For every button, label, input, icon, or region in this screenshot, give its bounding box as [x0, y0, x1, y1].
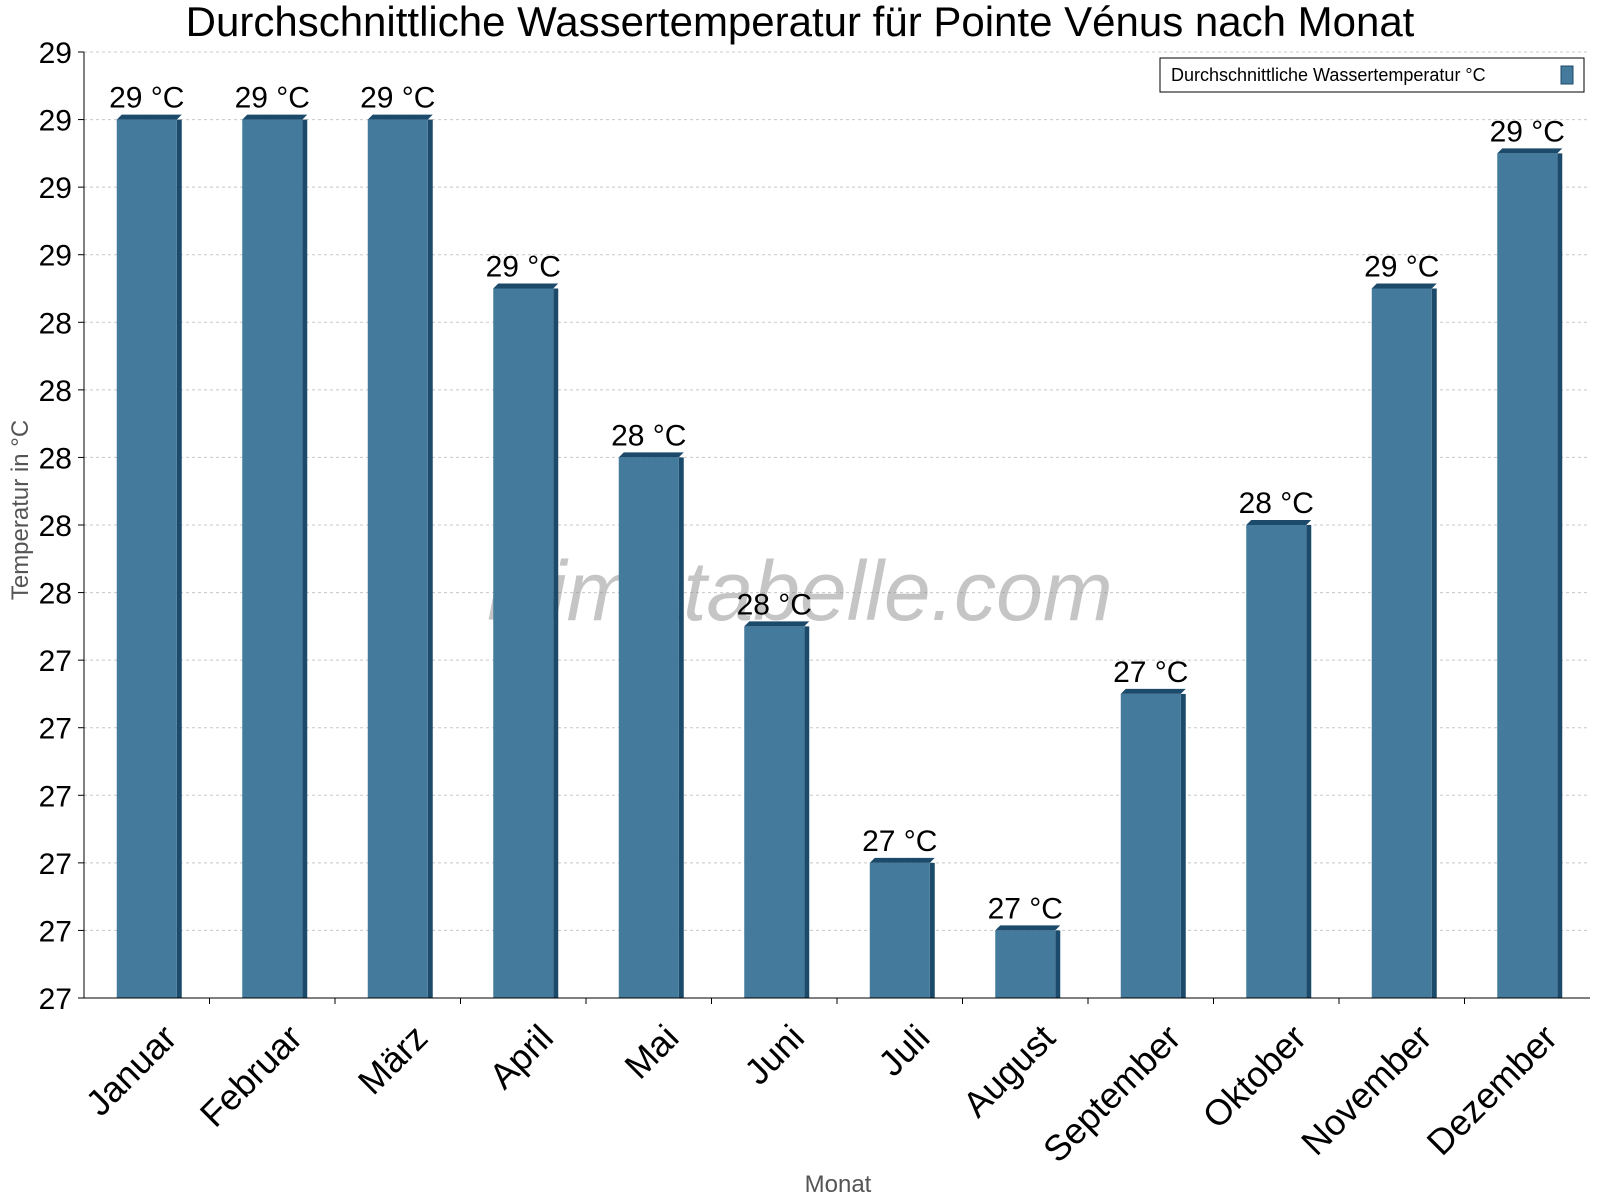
- bar-side: [553, 288, 559, 998]
- y-tick-label: 28: [39, 578, 72, 611]
- y-axis-ticks: 27 27 27 27 27 27 28 28 28 28 28 29 29 29 29: [39, 37, 84, 1016]
- y-tick-label: 27: [39, 713, 72, 746]
- x-tick-label: Dezember: [1418, 1017, 1564, 1163]
- x-tick-label: September: [1035, 1017, 1189, 1171]
- bar-data-label: 29 °C: [486, 251, 561, 284]
- bar: [493, 288, 554, 998]
- x-axis-ticks: Januar Februar März April Mai Juni Juli AugustS…: [78, 998, 1565, 1170]
- y-tick-label: 29: [39, 105, 72, 138]
- bar-data-label: 28 °C: [1239, 487, 1314, 520]
- bar-data-label: 29 °C: [1490, 115, 1565, 148]
- bar-top: [116, 114, 182, 120]
- bar: [1120, 693, 1181, 998]
- bar-side: [427, 119, 433, 999]
- bar-top: [869, 857, 935, 863]
- bar: [1371, 288, 1432, 998]
- y-tick-label: 29: [39, 37, 72, 70]
- y-tick-label: 28: [39, 307, 72, 340]
- bar-data-label: 29 °C: [360, 82, 435, 115]
- y-tick-label: 27: [39, 780, 72, 813]
- x-tick-label: Juli: [870, 1017, 937, 1084]
- bar-data-label: 27 °C: [988, 892, 1063, 925]
- x-tick-label: November: [1293, 1017, 1439, 1163]
- bar-data-label: 29 °C: [235, 82, 310, 115]
- y-tick-label: 29: [39, 240, 72, 273]
- legend-box: [1159, 57, 1585, 93]
- bar-side: [1180, 693, 1186, 998]
- bar: [1246, 525, 1307, 998]
- x-tick-label: Oktober: [1194, 1017, 1314, 1137]
- bar-side: [1055, 930, 1061, 998]
- y-axis-label: Temperatur in °C: [7, 420, 34, 600]
- x-tick-label: Mai: [616, 1017, 686, 1087]
- bar: [995, 930, 1056, 998]
- bar-data-label: 27 °C: [1113, 656, 1188, 689]
- bars: 29 °C 29 °C 29 °C 29 °C 28 °C 28 °C 27 °C 27 °C…: [109, 82, 1565, 999]
- x-tick-label: Januar: [78, 1017, 185, 1124]
- bar-side: [1431, 288, 1437, 998]
- bar-side: [302, 119, 308, 999]
- y-tick-label: 28: [39, 510, 72, 543]
- bar: [618, 457, 679, 998]
- bar-data-label: 29 °C: [109, 82, 184, 115]
- bar-side: [804, 626, 810, 998]
- x-tick-label: März: [350, 1017, 436, 1103]
- bar: [869, 862, 930, 998]
- y-tick-label: 29: [39, 172, 72, 205]
- bar-top: [618, 452, 684, 458]
- bar-side: [929, 862, 935, 998]
- legend: Durchschnittliche Wassertemperatur °C: [1159, 57, 1585, 93]
- bar: [744, 626, 805, 998]
- x-axis-label: Monat: [805, 1171, 872, 1198]
- legend-swatch: [1560, 65, 1574, 85]
- bar-top: [995, 925, 1061, 931]
- bar-top: [1371, 283, 1437, 289]
- bar-top: [367, 114, 433, 120]
- bar-top: [1120, 688, 1186, 694]
- y-tick-label: 27: [39, 645, 72, 678]
- bar-top: [1246, 520, 1312, 525]
- bar-side: [1306, 525, 1312, 998]
- bar: [367, 119, 428, 999]
- legend-label: Durchschnittliche Wassertemperatur °C: [1171, 65, 1486, 85]
- bar: [242, 119, 303, 999]
- x-tick-label: April: [481, 1017, 561, 1097]
- x-tick-label: August: [955, 1017, 1063, 1125]
- bar-top: [242, 114, 308, 120]
- bar-data-label: 28 °C: [737, 588, 812, 621]
- bar-data-label: 27 °C: [862, 825, 937, 858]
- grid-lines: [84, 51, 1590, 931]
- y-tick-label: 28: [39, 442, 72, 475]
- bar-side: [1557, 153, 1563, 998]
- y-tick-label: 27: [39, 848, 72, 881]
- y-tick-label: 27: [39, 915, 72, 948]
- bar-side: [176, 119, 182, 999]
- bar-top: [744, 621, 810, 627]
- bar-top: [1497, 148, 1563, 154]
- y-tick-label: 28: [39, 375, 72, 408]
- x-tick-label: Februar: [192, 1017, 310, 1135]
- bar: [1497, 153, 1558, 998]
- x-tick-label: Juni: [736, 1017, 812, 1093]
- bar-side: [678, 457, 684, 998]
- bar: [116, 119, 177, 999]
- chart-title: Durchschnittliche Wassertemperatur für P…: [186, 0, 1415, 45]
- y-tick-label: 27: [39, 983, 72, 1016]
- bar-top: [493, 283, 559, 289]
- bar-data-label: 28 °C: [611, 419, 686, 452]
- bar-data-label: 29 °C: [1364, 251, 1439, 284]
